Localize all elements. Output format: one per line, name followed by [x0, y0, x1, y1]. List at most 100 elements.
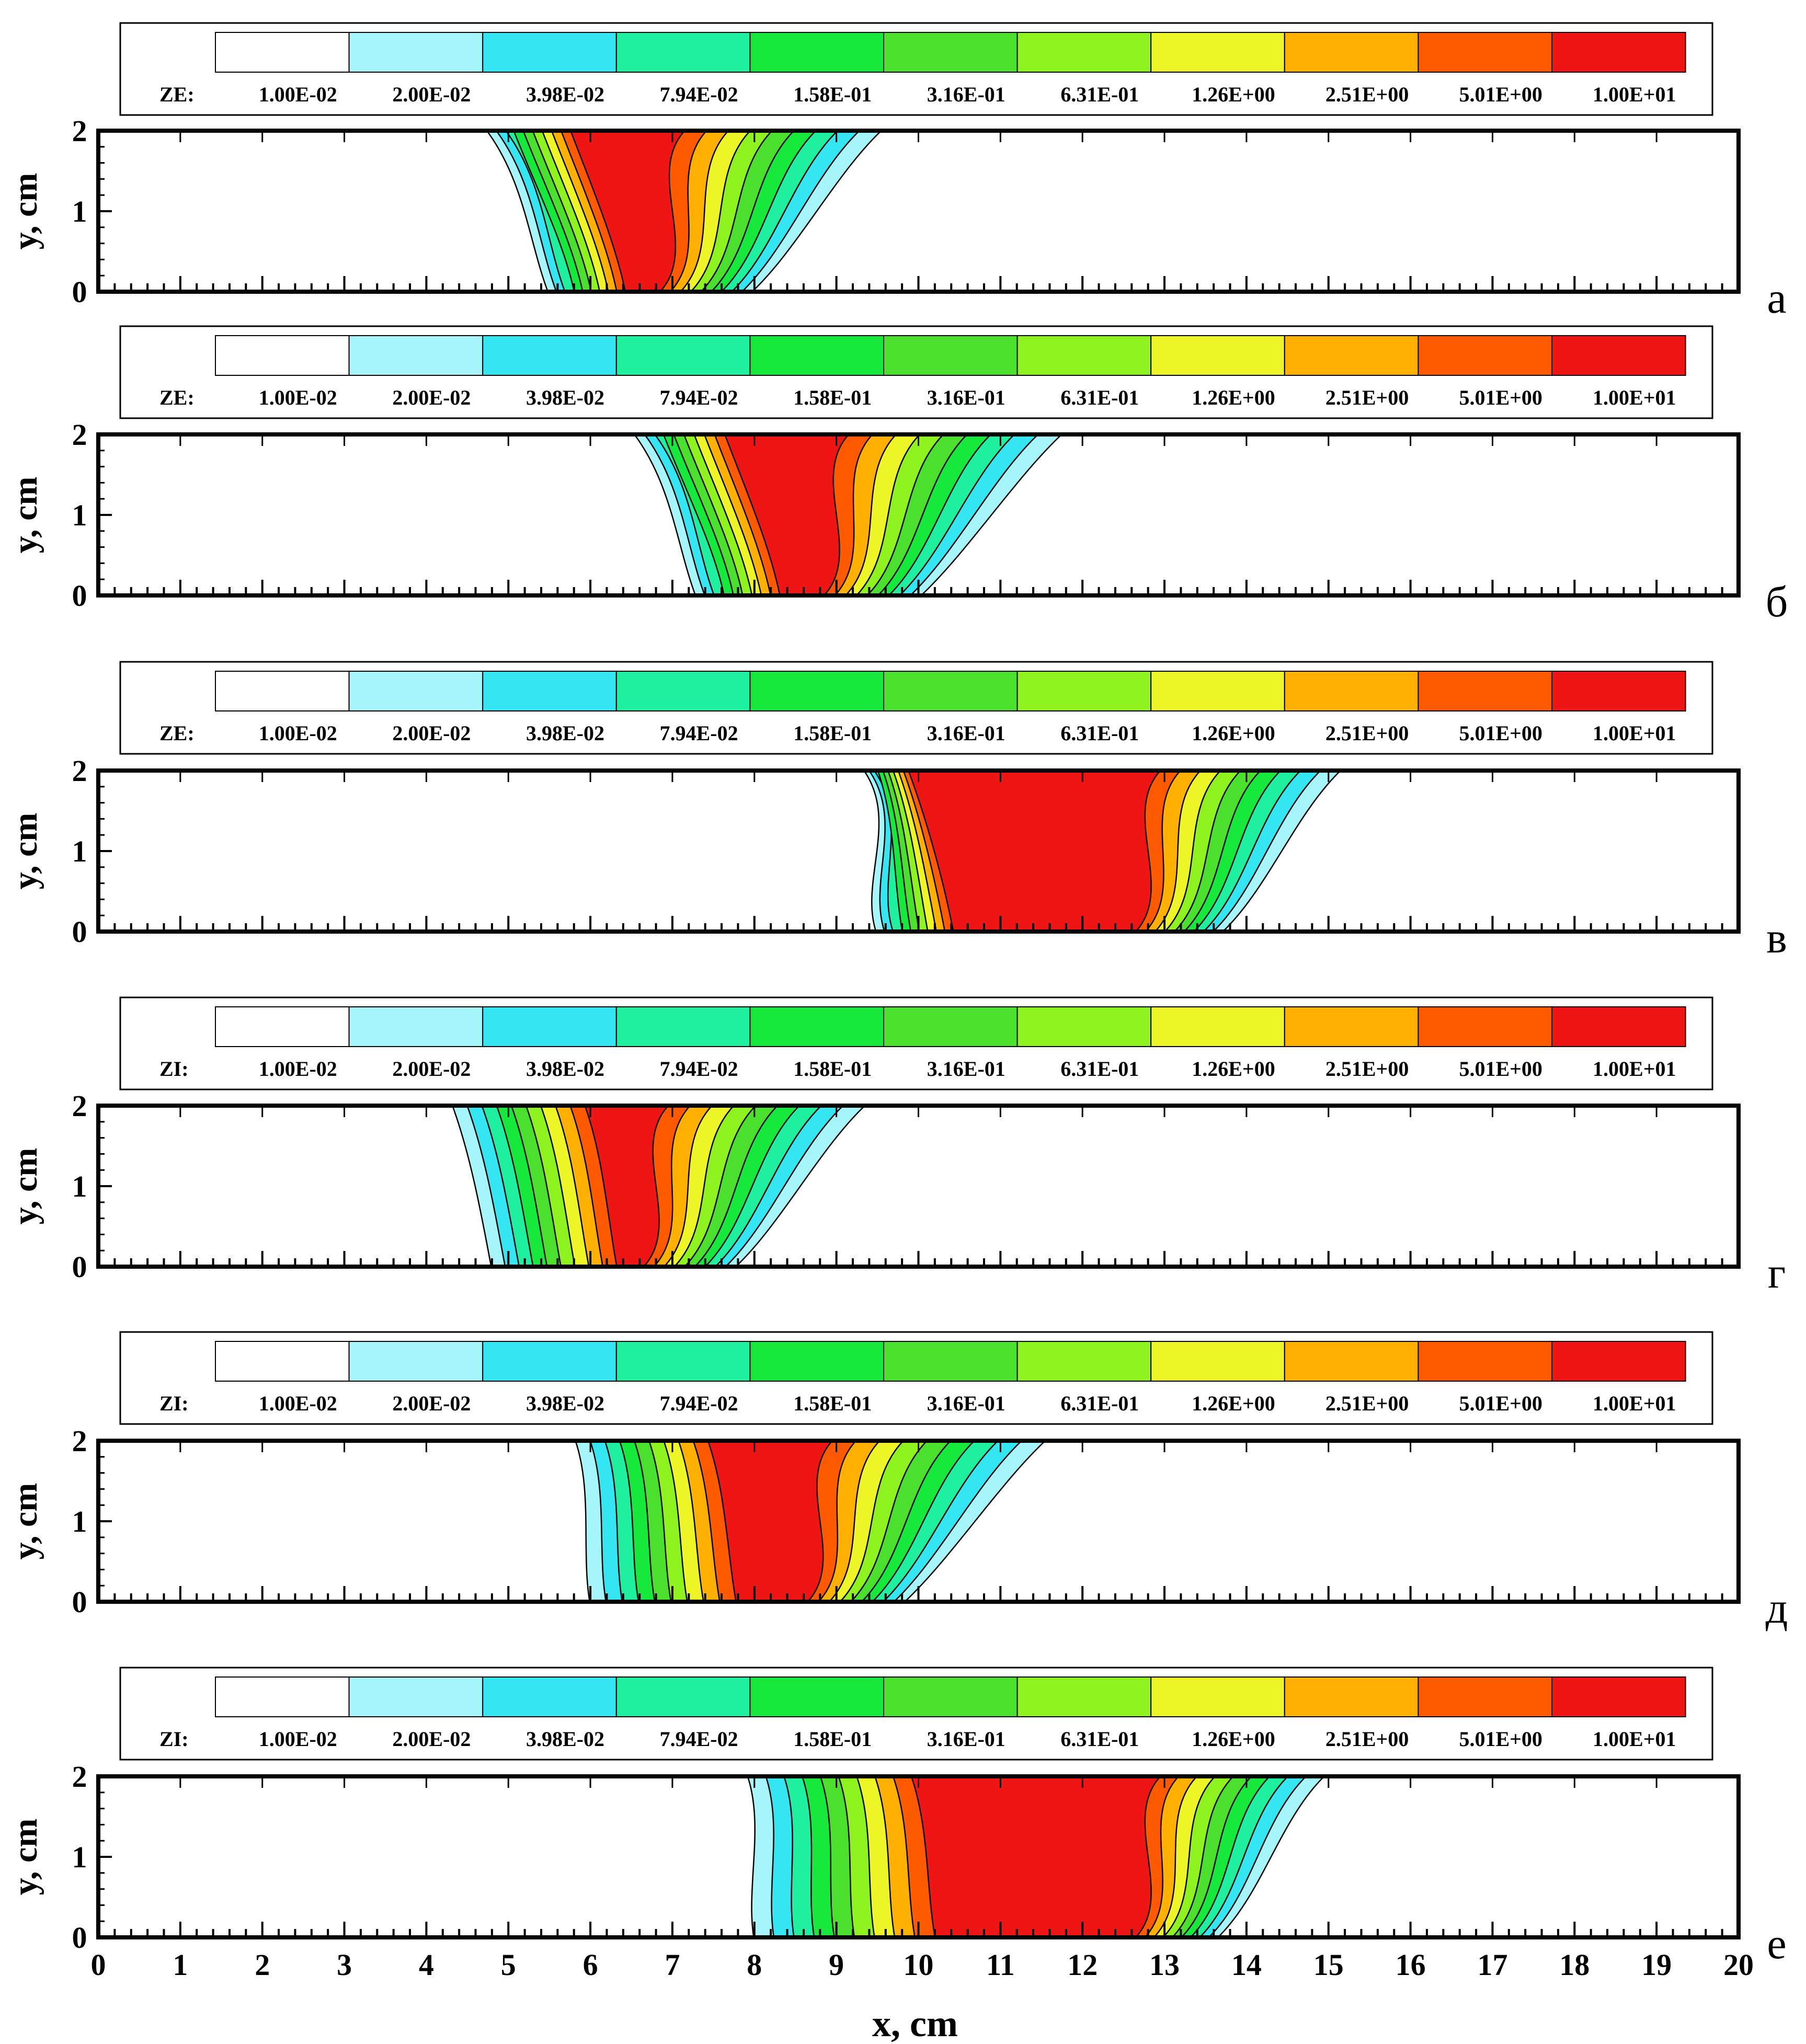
legend-level: 2.00E-02: [392, 386, 471, 409]
legend-level: 6.31E-01: [1060, 83, 1139, 106]
legend-level: 3.16E-01: [927, 1727, 1005, 1751]
y-tick-label: 1: [72, 834, 87, 868]
legend-swatch: [749, 1341, 885, 1382]
legend-level: 5.01E+00: [1459, 83, 1542, 106]
x-axis-label: x, cm: [872, 2003, 958, 2044]
legend: ZI: 1.00E-02 2.00E-02 3.98E-02 7.94E-02 1.58E…: [119, 1667, 1713, 1761]
y-tick-label: 1: [72, 194, 87, 228]
legend-swatch: [215, 1676, 350, 1717]
legend-swatch: [482, 671, 617, 711]
legend-level: 3.98E-02: [526, 1392, 604, 1415]
legend-level: 2.00E-02: [392, 721, 471, 745]
panel-д: ZI: 1.00E-02 2.00E-02 3.98E-02 7.94E-02 1.58E…: [6, 1331, 1788, 1633]
legend-swatch: [749, 1676, 885, 1717]
panel-letter: г: [1768, 1249, 1786, 1297]
y-tick-label: 2: [72, 418, 87, 452]
legend-swatch: [615, 335, 751, 376]
legend-variable: ZE:: [159, 386, 195, 409]
legend-swatch: [749, 671, 885, 711]
contour-band: [707, 1441, 833, 1602]
legend-swatch: [1284, 1006, 1419, 1047]
legend-variable: ZI:: [159, 1057, 189, 1081]
y-tick-label: 0: [72, 915, 87, 949]
legend-swatch: [1551, 671, 1686, 711]
y-axis-label: y, cm: [6, 1483, 44, 1560]
contour-field: [633, 434, 1063, 595]
legend-swatch: [1016, 32, 1152, 73]
legend-level: 6.31E-01: [1060, 1727, 1139, 1751]
legend-level: 7.94E-02: [660, 1727, 738, 1751]
legend-swatch: [749, 1006, 885, 1047]
legend-swatch: [615, 1006, 751, 1047]
legend-swatch: [1016, 335, 1152, 376]
legend-level: 2.00E-02: [392, 1057, 471, 1081]
contour-field: [575, 1441, 1047, 1602]
legend-level: 3.98E-02: [526, 1057, 604, 1081]
legend-variable: ZE:: [159, 721, 195, 745]
legend-swatch: [348, 335, 484, 376]
y-tick-label: 2: [72, 1089, 87, 1123]
legend-swatch: [615, 671, 751, 711]
legend-swatch: [1150, 671, 1285, 711]
legend-level: 3.98E-02: [526, 721, 604, 745]
panel-letter: б: [1766, 578, 1788, 626]
legend-swatch: [482, 32, 617, 73]
panel-а: ZE: 1.00E-02 2.00E-02 3.98E-02 7.94E-02 1.58E…: [6, 22, 1787, 323]
y-tick-label: 0: [72, 1921, 87, 1955]
legend-level: 7.94E-02: [660, 721, 738, 745]
legend-level: 1.26E+00: [1192, 386, 1275, 409]
y-tick-label: 0: [72, 1250, 87, 1284]
legend-level: 3.16E-01: [927, 1392, 1005, 1415]
legend-swatch: [1016, 671, 1152, 711]
legend-level: 5.01E+00: [1459, 1392, 1542, 1415]
legend-level: 2.00E-02: [392, 83, 471, 106]
y-tick-label: 2: [72, 114, 87, 148]
y-tick-label: 0: [72, 1585, 87, 1619]
legend-level: 1.00E-02: [259, 83, 337, 106]
legend-swatch: [749, 335, 885, 376]
legend-level: 2.00E-02: [392, 1727, 471, 1751]
plot-frame: [96, 129, 1741, 294]
x-tick-label: 19: [1641, 1948, 1672, 1982]
y-axis-label: y, cm: [6, 1148, 44, 1225]
y-tick-label: 1: [72, 498, 87, 532]
contour-field: [747, 1776, 1325, 1937]
plot-frame: [96, 1104, 1741, 1269]
legend-swatch: [215, 1341, 350, 1382]
legend-level: 2.00E-02: [392, 1392, 471, 1415]
legend-level: 1.00E+01: [1593, 386, 1676, 409]
legend-swatch: [1150, 1676, 1285, 1717]
legend-level: 3.98E-02: [526, 83, 604, 106]
legend-swatch: [482, 335, 617, 376]
legend-swatch: [615, 1676, 751, 1717]
panel-б: ZE: 1.00E-02 2.00E-02 3.98E-02 7.94E-02 1.58E…: [6, 325, 1788, 626]
legend-level: 3.16E-01: [927, 1057, 1005, 1081]
x-tick-label: 20: [1723, 1948, 1754, 1982]
legend-level: 1.00E+01: [1593, 1057, 1676, 1081]
legend-level: 1.00E-02: [259, 386, 337, 409]
y-axis-label: y, cm: [6, 1819, 44, 1896]
legend-level: 1.58E-01: [793, 721, 872, 745]
legend-level: 1.26E+00: [1192, 83, 1275, 106]
legend-level: 6.31E-01: [1060, 721, 1139, 745]
x-tick-label: 7: [665, 1948, 680, 1982]
legend-swatch: [883, 1006, 1018, 1047]
contour-band: [584, 1106, 670, 1267]
legend: ZE: 1.00E-02 2.00E-02 3.98E-02 7.94E-02 1.58E…: [119, 661, 1713, 755]
legend-swatch: [1284, 32, 1419, 73]
x-tick-label: 18: [1559, 1948, 1590, 1982]
panel-г: ZI: 1.00E-02 2.00E-02 3.98E-02 7.94E-02 1.58E…: [6, 996, 1786, 1297]
legend-swatch: [749, 32, 885, 73]
legend-swatch: [1418, 1341, 1552, 1382]
legend-swatch: [615, 32, 751, 73]
y-tick-label: 0: [72, 579, 87, 613]
legend-swatch: [883, 32, 1018, 73]
legend: ZI: 1.00E-02 2.00E-02 3.98E-02 7.94E-02 1.58E…: [119, 1331, 1713, 1425]
legend-level: 6.31E-01: [1060, 386, 1139, 409]
contour-band: [908, 771, 1162, 932]
legend: ZI: 1.00E-02 2.00E-02 3.98E-02 7.94E-02 1.58E…: [119, 996, 1713, 1090]
x-tick-label: 6: [583, 1948, 598, 1982]
x-tick-label: 12: [1067, 1948, 1098, 1982]
legend-swatch: [215, 671, 350, 711]
